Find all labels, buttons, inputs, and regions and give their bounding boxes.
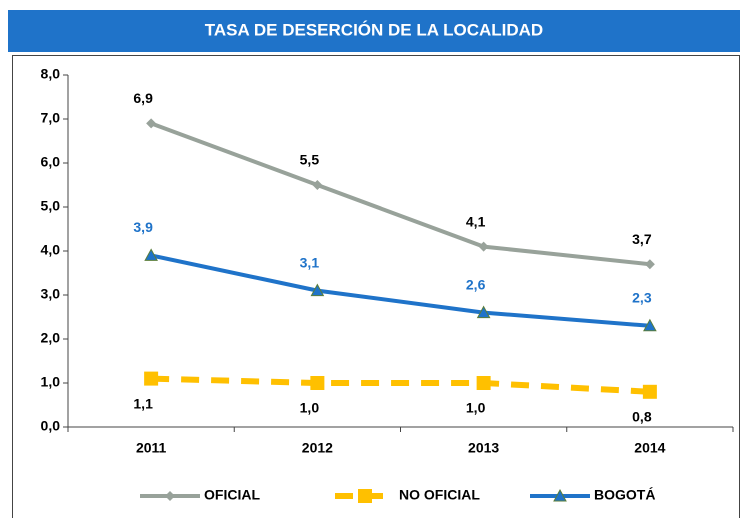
- chart-title: TASA DE DESERCIÓN DE LA LOCALIDAD: [205, 20, 543, 39]
- y-tick-label: 7,0: [41, 110, 61, 126]
- series-line: [150, 253, 651, 328]
- plot-frame: [12, 55, 740, 518]
- y-tick-label: 5,0: [41, 198, 61, 214]
- point-marker: [312, 180, 323, 190]
- series-line: [151, 375, 651, 395]
- point-marker: [144, 371, 159, 386]
- y-tick-label: 4,0: [41, 242, 61, 258]
- data-label: 3,1: [300, 254, 320, 270]
- legend-label: NO OFICIAL: [399, 487, 480, 503]
- legend-label: BOGOTÁ: [594, 487, 655, 503]
- data-label: 2,3: [632, 290, 652, 306]
- data-label: 0,8: [632, 409, 652, 425]
- x-tick-label: 2013: [468, 440, 499, 456]
- point-marker: [476, 305, 491, 319]
- data-label: 1,1: [133, 395, 153, 411]
- legend-marker: [358, 489, 372, 503]
- data-label: 5,5: [300, 152, 320, 168]
- legend-marker: [553, 488, 567, 502]
- point-marker: [146, 118, 157, 129]
- point-marker: [478, 241, 489, 252]
- y-tick-label: 8,0: [41, 66, 61, 82]
- data-label: 2,6: [466, 276, 486, 292]
- data-label: 6,9: [133, 90, 153, 106]
- y-tick-label: 6,0: [41, 154, 61, 170]
- x-tick-label: 2011: [136, 440, 167, 456]
- point-marker: [644, 259, 655, 270]
- data-label: 1,0: [466, 400, 486, 416]
- x-tick-label: 2012: [302, 440, 333, 456]
- legend-marker: [165, 491, 175, 501]
- legend-label: OFICIAL: [204, 487, 260, 503]
- data-label: 4,1: [466, 213, 486, 229]
- data-label: 3,7: [632, 231, 652, 247]
- point-marker: [476, 376, 491, 390]
- data-label: 1,0: [300, 400, 320, 416]
- point-marker: [310, 283, 325, 297]
- point-marker: [643, 318, 657, 332]
- data-label: 3,9: [133, 219, 153, 235]
- y-tick-label: 1,0: [41, 374, 61, 390]
- y-tick-label: 2,0: [41, 330, 61, 346]
- y-tick-label: 3,0: [41, 286, 61, 302]
- x-tick-label: 2014: [634, 440, 665, 456]
- point-marker: [642, 384, 657, 399]
- y-tick-label: 0,0: [41, 418, 61, 434]
- series-line: [150, 121, 651, 267]
- title-bar: [8, 10, 740, 52]
- point-marker: [144, 248, 158, 261]
- point-marker: [310, 376, 325, 390]
